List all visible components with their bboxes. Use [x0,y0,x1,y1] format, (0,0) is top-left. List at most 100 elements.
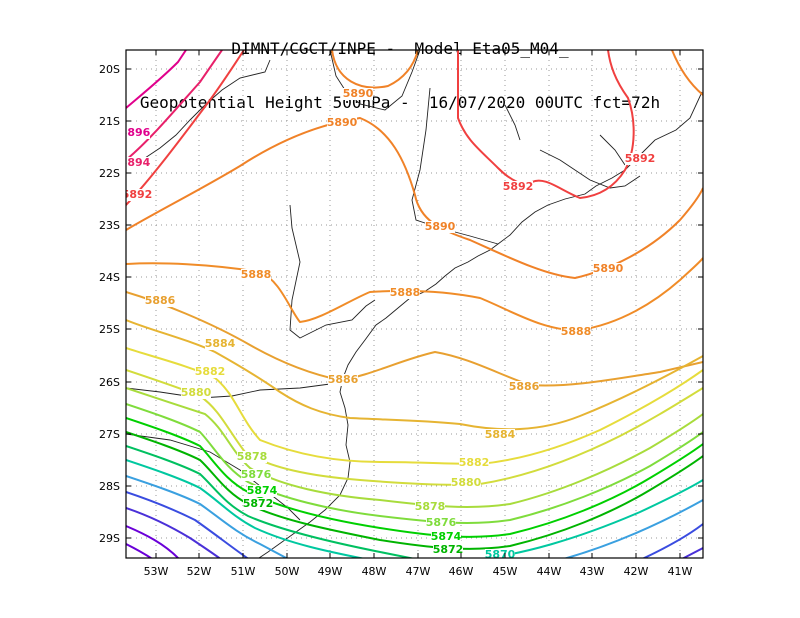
contour-label-bg [625,153,655,165]
contour-label-bg [126,189,152,201]
lat-label: 21S [99,115,120,128]
contour-label: 5890 [593,262,624,275]
title-line-1: DIMNT/CGCT/INPE - Model Eta05_M04_ [231,39,569,58]
lon-label: 48W [362,565,387,578]
contour-label-bg [415,501,445,513]
contour-label: 5890 [425,220,456,233]
contour-label: 5884 [205,337,236,350]
contour-label-bg [431,531,461,543]
contour-label: 5874 [247,484,278,497]
contour-5892-east [457,50,635,200]
contour-label: 5880 [451,476,482,489]
contour-label-bg [145,295,175,307]
contour-5872 [126,431,703,550]
contour-5894 [126,50,223,161]
contour-5884 [126,319,703,431]
lat-label: 24S [99,271,120,284]
lon-label: 41W [668,565,693,578]
contour-label: 5882 [195,365,226,378]
contour-label: 5890 [327,116,358,129]
contour-label: 5886 [509,380,540,393]
lat-label: 23S [99,219,120,232]
lat-label: 26S [99,376,120,389]
contour-5880 [126,369,703,486]
contour-5866 [126,525,180,558]
contour-label: 5884 [485,428,516,441]
contour-5871 [126,445,416,558]
lat-label: 25S [99,323,120,336]
contour-5867 [126,507,703,558]
contour-label: 5892 [122,188,153,201]
lon-label: 45W [493,565,518,578]
contour-label: 5888 [241,268,272,281]
contour-label-bg [181,387,211,399]
map-title: DIMNT/CGCT/INPE - Model Eta05_M04_ Geopo… [0,4,800,130]
axis-ticks [126,50,703,558]
contour-label: 5876 [241,468,272,481]
contour-label: 5894 [120,156,151,169]
contour-5896 [126,50,187,109]
contour-label: 5874 [431,530,462,543]
contour-label-bg [426,517,456,529]
contour-label: 5876 [426,516,457,529]
contour-label-bg [593,263,623,275]
contour-label-bg [459,457,489,469]
lon-label: 50W [275,565,300,578]
contour-label-bg [247,485,277,497]
contour-label-bg [503,181,533,193]
contour-label: 5878 [415,500,446,513]
contour-label-bg [241,469,271,481]
contour-label: 5880 [181,386,212,399]
contour-label-bg [241,269,271,281]
lon-label: 52W [187,565,212,578]
contour-label: 5882 [459,456,490,469]
lat-label: 27S [99,428,120,441]
contour-label-bg [243,498,273,510]
lat-label: 22S [99,167,120,180]
map-frame [125,49,704,559]
contour-5876 [126,403,703,524]
lat-label: 29S [99,532,120,545]
contour-label: 5878 [237,450,268,463]
contour-label: 5886 [328,373,359,386]
contour-label-bg [237,451,267,463]
contour-5890 [126,116,703,280]
contour-label: 5890 [343,87,374,100]
contour-5874 [126,417,703,538]
contour-label: 5896 [120,126,151,139]
lon-label: 43W [580,565,605,578]
contour-5890-north [331,50,419,89]
contour-label: 5888 [561,325,592,338]
contour-label-bg [485,549,515,558]
contour-label-bg [485,429,515,441]
contour-label-bg [561,326,591,338]
contour-5865 [126,543,153,558]
lon-label: 51W [231,565,256,578]
contour-label: 5870 [485,548,516,561]
lon-label: 53W [144,565,169,578]
contour-label-bg [390,287,420,299]
lat-label: 28S [99,480,120,493]
contour-label-bg [205,338,235,350]
contour-label: 5886 [145,294,176,307]
contour-label: 5892 [625,152,656,165]
title-line-2: Geopotential Height 500hPa - 16/07/2020 … [139,93,661,112]
contour-label-bg [343,88,373,100]
contour-label-bg [328,374,358,386]
contour-label-bg [126,157,150,169]
lat-label: 20S [99,63,120,76]
contour-5869 [126,475,703,558]
contour-5878 [126,387,703,508]
contour-label-bg [195,366,225,378]
contour-label-bg [509,381,539,393]
lat-lon-grid [126,50,703,558]
contour-labels: 5890 5890 5892 5892 5896 5894 5892 5890 5890 5888… [120,87,656,561]
contour-5886 [126,291,703,387]
latitude-labels: 20S 21S 22S 23S 24S 25S 26S 27S 28S 29S [99,63,120,545]
contour-label-bg [433,544,463,556]
lon-label: 49W [318,565,343,578]
contour-label: 5892 [503,180,534,193]
lon-label: 46W [449,565,474,578]
lon-label: 42W [624,565,649,578]
lon-label: 44W [537,565,562,578]
